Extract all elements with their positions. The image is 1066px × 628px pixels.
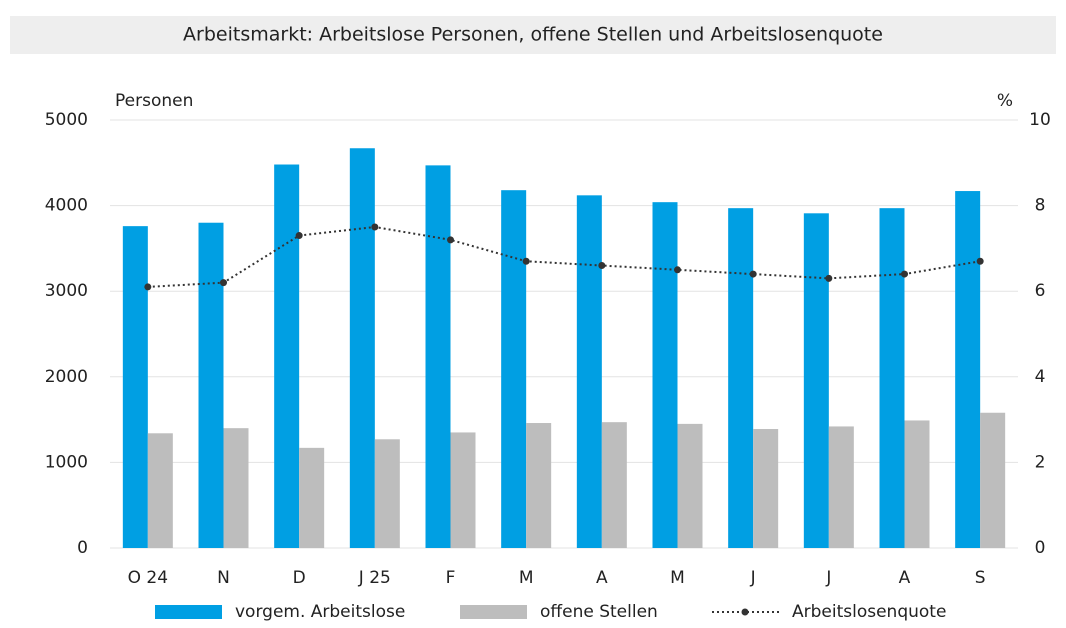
line-point [295,232,303,240]
bar [526,423,552,548]
y2-tick-label: 6 [1035,281,1046,301]
x-tick-label: M [670,568,685,588]
x-tick-label: J [825,568,831,588]
bar [576,195,602,548]
legend-swatch-point [741,608,749,616]
bar [803,213,829,548]
bar [904,420,930,548]
x-tick-label: M [519,568,534,588]
y-tick-label: 2000 [45,367,88,387]
bar [828,426,854,548]
line [147,225,981,288]
title-band [10,16,1056,54]
legend-swatch [155,605,222,619]
y-tick-label: 4000 [45,196,88,216]
legend-label: offene Stellen [540,602,658,622]
bar [980,412,1006,548]
y-tick-label: 0 [77,538,88,558]
y-tick-label: 3000 [45,281,88,301]
bar [450,432,476,548]
y2-tick-label: 4 [1035,367,1046,387]
chart-title: Arbeitsmarkt: Arbeitslose Personen, offe… [183,24,883,46]
x-tick-label: O 24 [128,568,168,588]
x-tick-label: J [750,568,756,588]
line-point [976,257,984,265]
legend-swatch [460,605,527,619]
bar [728,208,754,548]
y2-tick-label: 0 [1035,538,1046,558]
line-point [749,270,757,278]
bar [349,148,375,549]
line-point [371,223,379,231]
x-tick-label: N [217,568,230,588]
line-point [447,236,454,244]
bar [274,164,300,548]
bar [122,226,148,549]
bar [223,428,249,548]
line-point [220,279,227,287]
line-point [598,262,606,270]
y-tick-label: 5000 [45,110,88,130]
legend-label: vorgem. Arbeitslose [235,602,405,622]
y2-tick-label: 10 [1029,110,1051,130]
bar [652,202,678,548]
bar [955,191,981,548]
line-point [144,283,152,291]
bar [601,422,627,548]
line-point [901,270,908,278]
y2-axis-label: % [997,91,1013,111]
legend-label: Arbeitslosenquote [792,602,946,622]
bar [198,222,224,548]
y2-tick-label: 8 [1035,196,1046,216]
bar [879,208,905,548]
line-point [522,257,530,265]
x-tick-label: A [899,568,911,588]
line-point [674,266,681,274]
bar [147,433,173,548]
bar [753,429,779,548]
bar [425,165,451,549]
bar [299,447,325,548]
y-tick-label: 1000 [45,452,88,472]
line-point [825,274,833,282]
bar [501,190,527,548]
x-tick-label: D [293,568,306,588]
y2-tick-label: 2 [1035,452,1046,472]
x-tick-label: S [975,568,986,588]
x-tick-label: J 25 [358,568,391,588]
x-tick-label: A [596,568,608,588]
bar [677,423,703,548]
y-axis-label: Personen [115,91,193,111]
bar [374,439,400,548]
x-tick-label: F [446,568,456,588]
